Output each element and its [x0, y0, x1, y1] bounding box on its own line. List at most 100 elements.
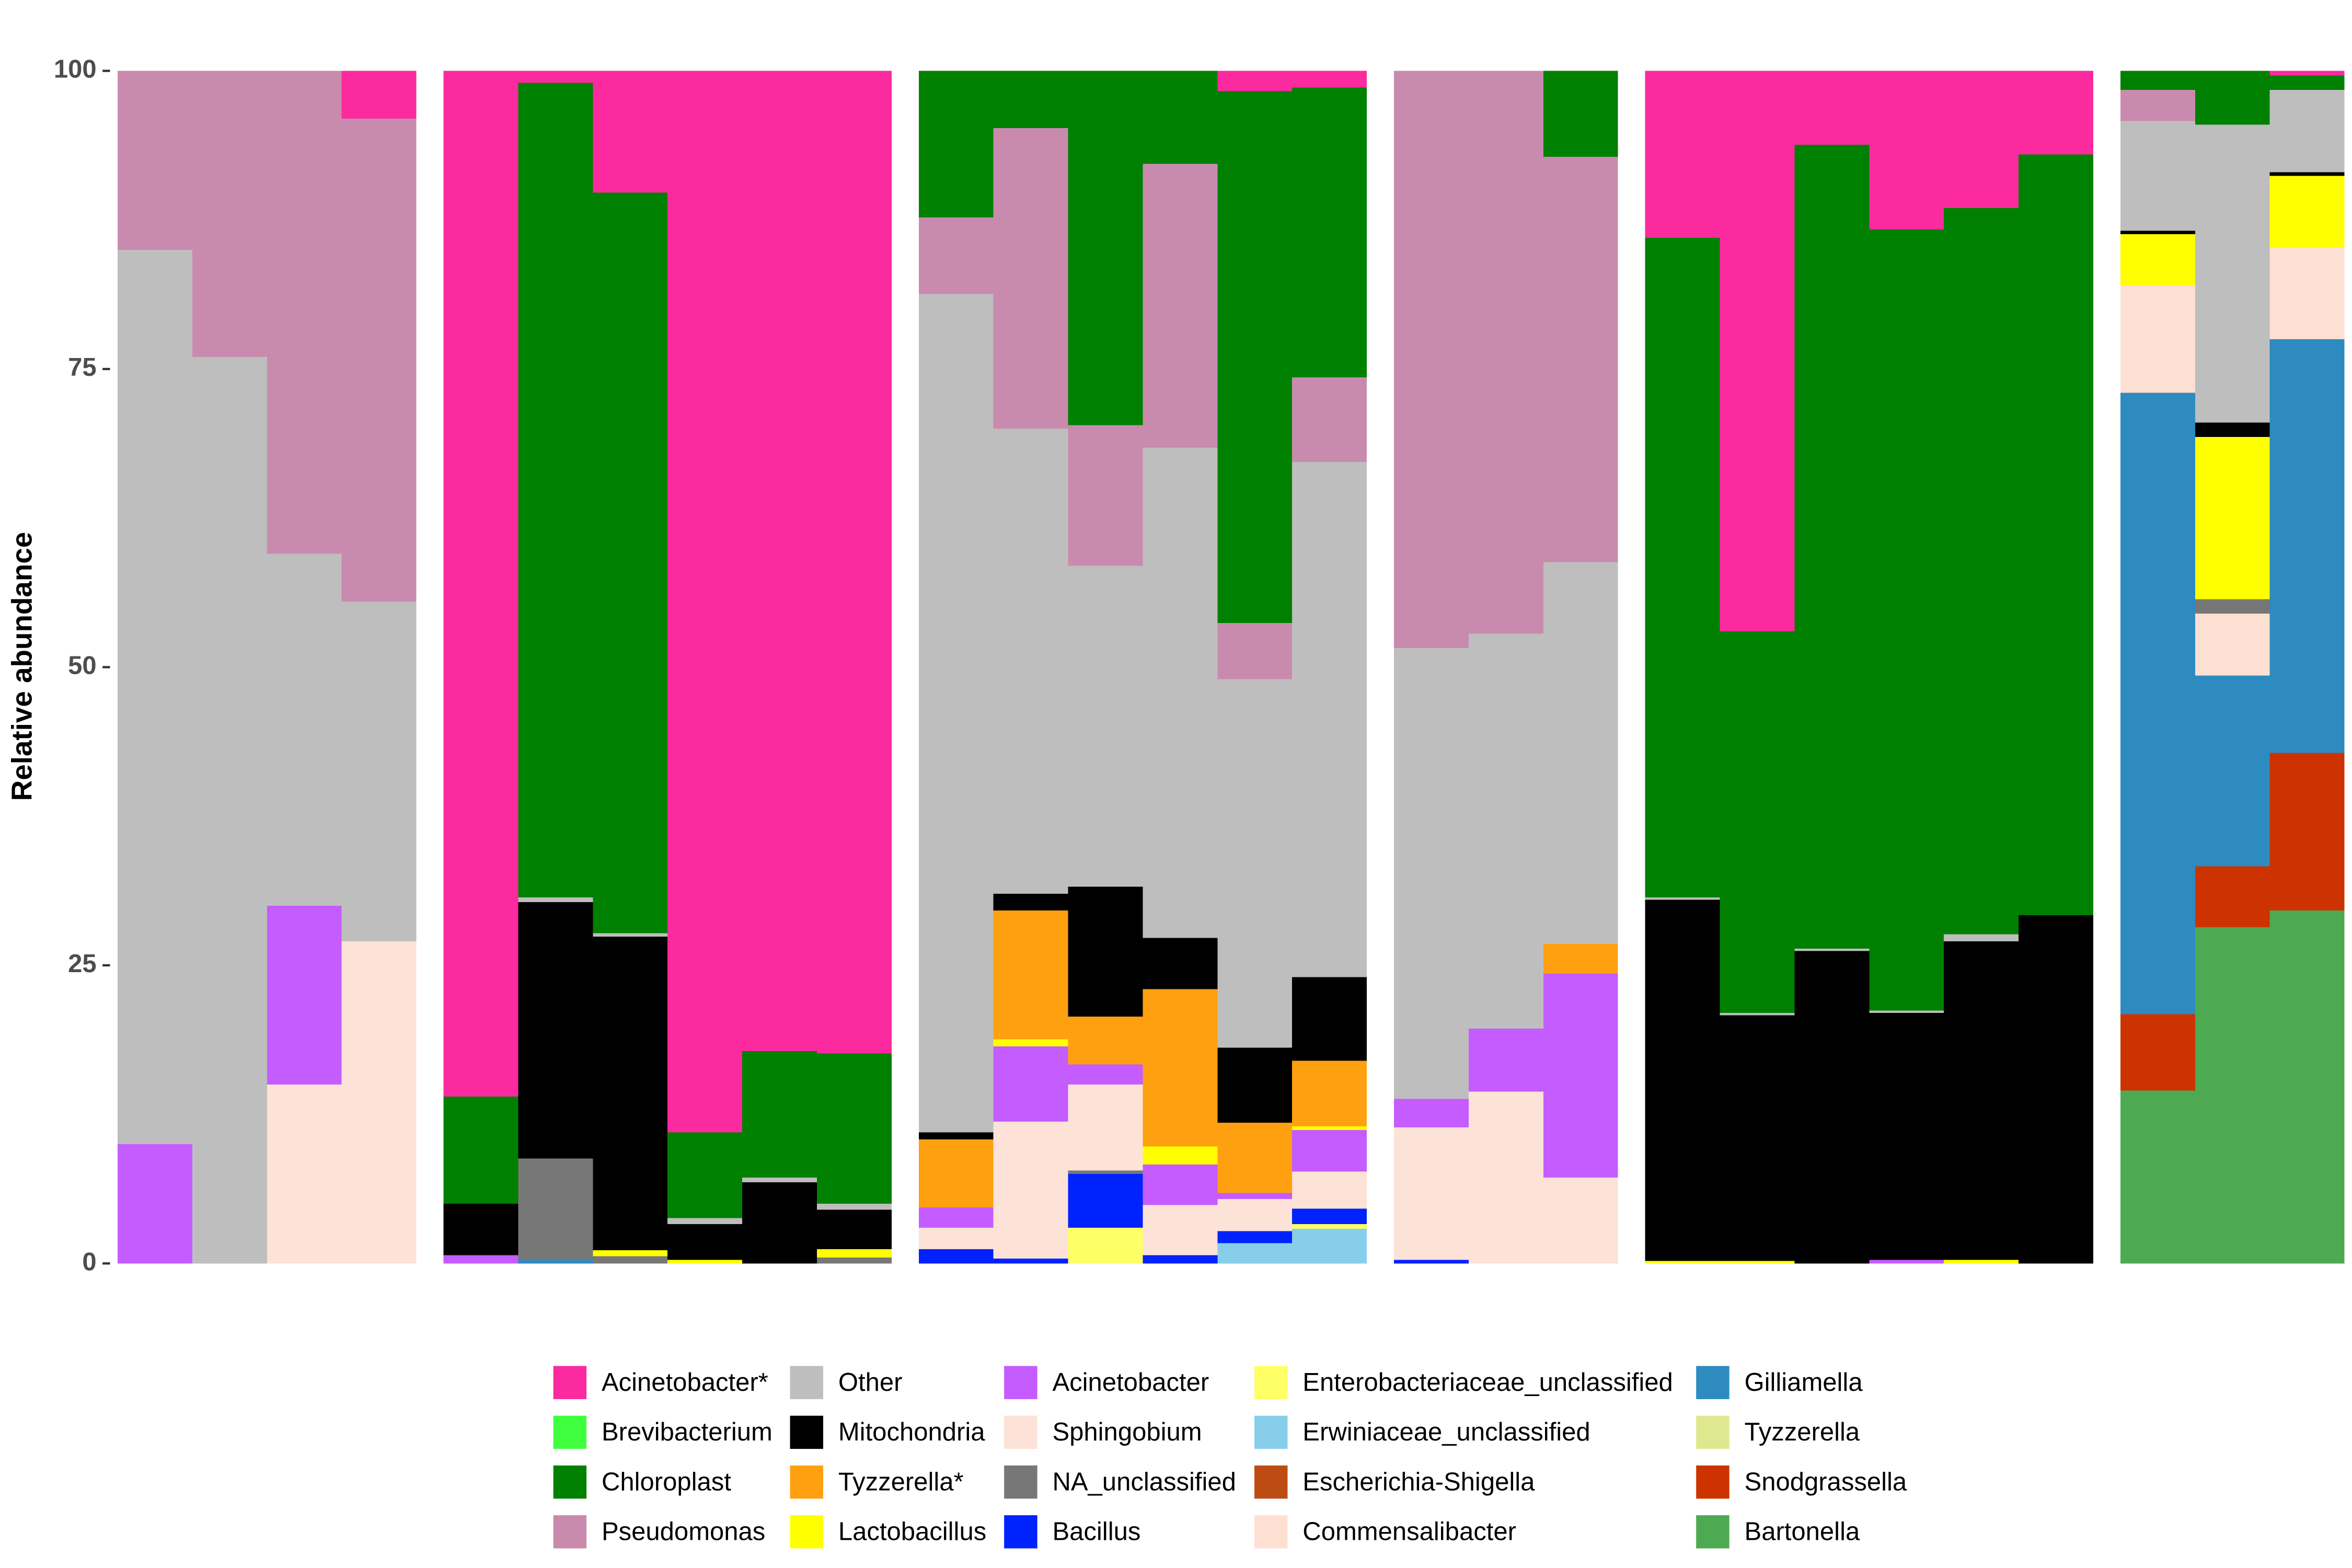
bar-segment [1292, 87, 1367, 377]
bar-segment [1217, 679, 1293, 1048]
bar-segment [918, 1132, 994, 1140]
bar-segment [1292, 1060, 1367, 1126]
bar-segment [1543, 943, 1618, 974]
legend-key [1696, 1415, 1730, 1449]
bar-segment [1394, 1099, 1469, 1128]
bar-segment [518, 897, 593, 902]
bar-segment [518, 1158, 593, 1260]
bar-segment [2269, 75, 2345, 90]
bar-segment [2120, 234, 2195, 286]
legend-key [553, 1465, 587, 1499]
bar-segment [918, 71, 994, 218]
bar-segment [1292, 1126, 1367, 1130]
bar-segment [816, 1249, 892, 1258]
bar-segment [1292, 977, 1367, 1061]
bar-segment [1292, 1129, 1367, 1172]
bar-segment [742, 71, 817, 1052]
legend-label: Acinetobacter* [602, 1368, 768, 1397]
bar-segment [341, 118, 417, 602]
legend-key [790, 1366, 823, 1399]
bar-segment [816, 1209, 892, 1249]
bar-segment [1468, 633, 1543, 1029]
legend-key [1254, 1366, 1288, 1399]
bar-segment [993, 429, 1068, 894]
bar-segment [993, 1039, 1068, 1047]
bar-segment [918, 1227, 994, 1249]
legend-label: Brevibacterium [602, 1418, 773, 1446]
legend-key [1004, 1415, 1037, 1449]
bar-segment [1543, 562, 1618, 944]
bar-segment [2019, 154, 2093, 916]
legend-key [1696, 1366, 1730, 1399]
bar-segment [118, 71, 192, 250]
bar-segment [1068, 1174, 1143, 1228]
legend-key [790, 1515, 823, 1549]
bar-segment [2120, 90, 2195, 121]
bar-segment [443, 1255, 518, 1264]
bar-segment [2269, 753, 2345, 910]
bar-segment [1468, 1028, 1543, 1092]
bar-segment [1720, 1015, 1795, 1261]
bar-segment [918, 294, 994, 1133]
legend-label: Tyzzerella [1745, 1418, 1860, 1446]
bar-segment [1869, 71, 1944, 230]
legend-label: Escherichia-Shigella [1302, 1468, 1535, 1496]
bar-segment [1143, 1146, 1218, 1165]
bar-segment [593, 71, 668, 193]
bar-segment [1645, 900, 1720, 1261]
bar-segment [593, 1256, 668, 1264]
bar-segment [518, 71, 593, 83]
bar-segment [1869, 229, 1944, 1011]
legend-label: Gilliamella [1745, 1368, 1863, 1397]
bar-segment [1143, 1205, 1218, 1255]
bar-segment [1468, 71, 1543, 634]
bar-segment [1869, 1010, 1944, 1013]
bar-segment [2269, 176, 2345, 248]
bar-segment [341, 601, 417, 942]
bar-segment [2195, 71, 2270, 125]
legend-label: Enterobacteriaceae_unclassified [1302, 1368, 1673, 1397]
bar-segment [742, 1182, 817, 1264]
legend-label: Mitochondria [838, 1418, 985, 1446]
legend-label: Bacillus [1052, 1518, 1140, 1546]
bar-segment [1292, 462, 1367, 977]
bar-segment [192, 71, 267, 358]
bar-segment [816, 71, 892, 1054]
bar-segment [1869, 1013, 1944, 1260]
bar-segment [993, 893, 1068, 910]
bar-segment [1068, 425, 1143, 566]
bar-segment [118, 1144, 192, 1264]
bar-segment [1720, 631, 1795, 1013]
legend-label: Other [838, 1368, 903, 1397]
legend-label: Tyzzerella* [838, 1468, 964, 1496]
bar-segment [667, 1224, 743, 1260]
legend-key [553, 1366, 587, 1399]
bar-segment [2195, 599, 2270, 614]
legend-label: Bartonella [1745, 1518, 1860, 1546]
bar-segment [1394, 648, 1469, 1099]
legend-label: Snodgrassella [1745, 1468, 1907, 1496]
bar-segment [2269, 172, 2345, 176]
bar-segment [1720, 1261, 1795, 1264]
bar-segment [918, 1139, 994, 1208]
bar-segment [993, 1046, 1068, 1122]
bar-segment [667, 1260, 743, 1264]
bar-segment [1869, 1260, 1944, 1264]
bar-segment [1543, 1178, 1618, 1264]
bar-segment [816, 1257, 892, 1264]
bar-segment [1217, 1047, 1293, 1123]
bar-segment [443, 71, 518, 1097]
bar-segment [118, 249, 192, 1145]
bar-segment [993, 910, 1068, 1040]
bar-segment [667, 1132, 743, 1218]
bar-segment [918, 1207, 994, 1228]
y-tick-label: 25 [68, 950, 97, 978]
bar-segment [1068, 71, 1143, 425]
bar-segment [341, 941, 417, 1264]
bar-segment [1794, 145, 1870, 949]
bar-segment [1143, 989, 1218, 1147]
bar-segment [1217, 1123, 1293, 1193]
bar-segment [2195, 675, 2270, 867]
